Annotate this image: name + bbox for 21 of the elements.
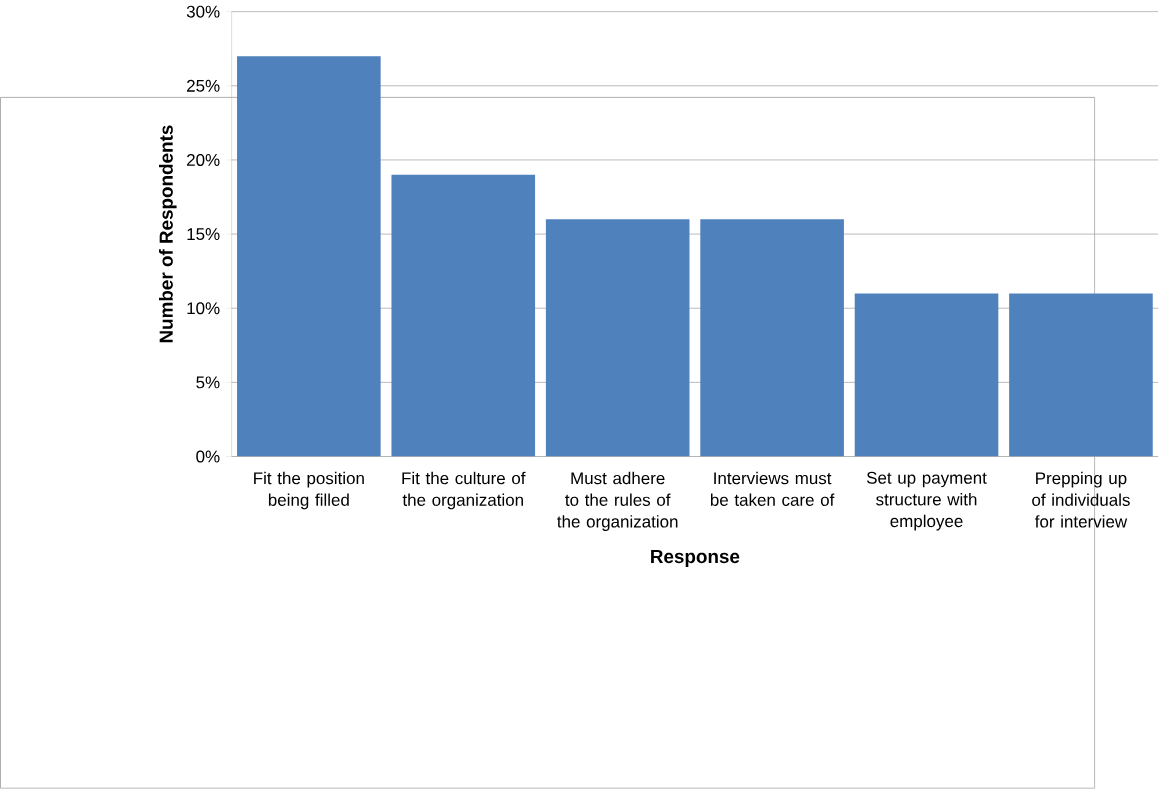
x-tick-label: Interviews must be taken care of [710, 471, 835, 507]
x-tick-label: Fit the position being filled [254, 471, 364, 510]
y-tick-label: 15% [187, 228, 220, 241]
y-axis-title: Number of Respondents [158, 125, 177, 343]
bar [237, 56, 381, 457]
y-tick-label: 20% [187, 154, 220, 167]
y-tick-label: 0% [196, 450, 220, 463]
x-tick-label: Prepping up of individuals for interview [1032, 471, 1130, 528]
bar [700, 219, 844, 457]
bar [1009, 293, 1153, 457]
x-axis-title: Response [651, 550, 740, 568]
x-tick-label: Must adhere to the rules of the organization [557, 471, 678, 532]
y-tick-label: 5% [196, 376, 220, 389]
bar [545, 219, 690, 457]
x-tick-label: Fit the culture of the organization [402, 471, 526, 510]
y-tick-label: 10% [187, 302, 220, 315]
bar [391, 174, 536, 457]
bar [854, 293, 999, 457]
y-tick-label: 25% [187, 79, 220, 92]
x-tick-label: Set up payment structure with employee [866, 471, 987, 531]
y-tick-label: 30% [186, 5, 220, 18]
